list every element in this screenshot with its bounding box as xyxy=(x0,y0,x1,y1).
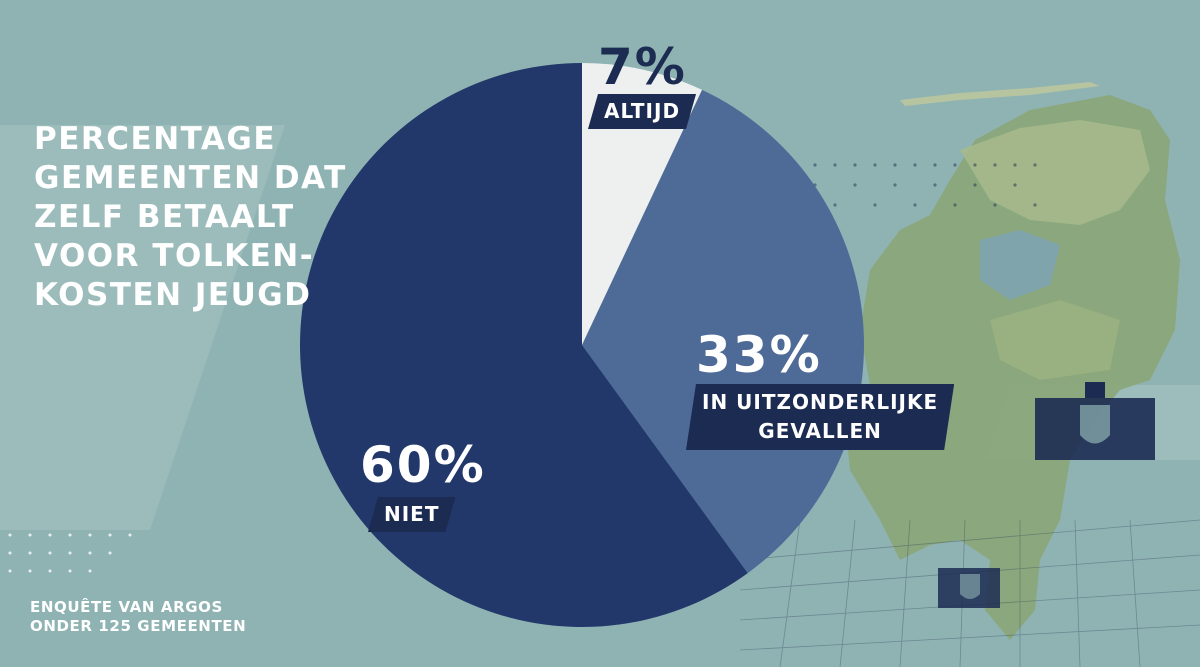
coat-of-arms-icon xyxy=(1035,382,1155,460)
label-altijd-text: ALTIJD xyxy=(588,94,696,129)
pie-slice-altijd xyxy=(582,63,703,345)
label-uitzonderlijk-text: IN UITZONDERLIJKE GEVALLEN xyxy=(686,384,954,450)
label-altijd-percentage: 7% xyxy=(598,38,687,96)
chart-title: PERCENTAGE GEMEENTEN DAT ZELF BETAALT VO… xyxy=(34,121,347,313)
coat-of-arms-small-icon xyxy=(938,568,1000,608)
label-niet-text: NIET xyxy=(368,497,455,532)
map-netherlands xyxy=(845,82,1180,640)
source-note: ENQUÊTE VAN ARGOS ONDER 125 GEMEENTEN xyxy=(30,598,247,635)
label-uitzonderlijk-percentage: 33% xyxy=(696,326,822,384)
label-niet-percentage: 60% xyxy=(360,436,486,494)
pie-slice-uitzonderlijk xyxy=(582,89,864,574)
pie-slice-niet xyxy=(299,63,748,628)
